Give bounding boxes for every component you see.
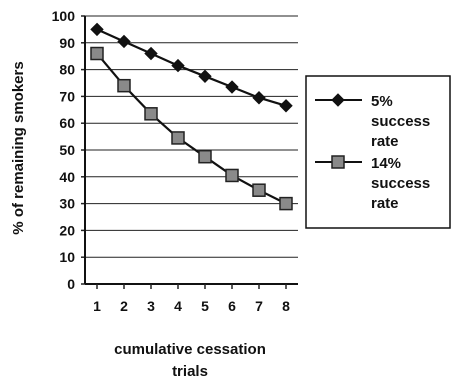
legend-label-2-line-1: 14% [371, 155, 401, 172]
legend-marker-2 [331, 155, 345, 169]
y-tick-label-70: 70 [59, 88, 75, 104]
series-1-point-6 [225, 80, 239, 94]
y-tick-labels: 0 10 20 30 40 50 60 70 80 90 100 [52, 8, 76, 292]
series-1-point-3 [144, 46, 158, 61]
x-tick-label-6: 6 [228, 298, 236, 314]
y-axis-label: % of remaining smokers [10, 61, 27, 234]
legend-label-1-line-3: rate [371, 133, 399, 150]
axes [81, 15, 298, 289]
legend-label-2-line-3: rate [371, 195, 399, 212]
y-tick-label-90: 90 [59, 35, 75, 51]
legend: 5% success rate 14% success rate [305, 75, 451, 229]
x-axis-label: cumulative cessation trials [114, 341, 266, 380]
series-1-point-4 [171, 58, 185, 73]
y-tick-label-80: 80 [59, 62, 75, 78]
y-tick-label-60: 60 [59, 115, 75, 131]
x-tick-label-1: 1 [93, 298, 101, 314]
legend-entry-2: 14% success rate [315, 155, 430, 212]
x-axis-label-line-2: trials [172, 363, 208, 380]
series-2-point-5 [198, 149, 212, 164]
legend-label-1-line-1: 5% [371, 93, 393, 110]
y-tick-label-30: 30 [59, 196, 75, 212]
y-tick-label-20: 20 [59, 222, 75, 238]
y-tick-label-0: 0 [67, 276, 75, 292]
series-1-point-1 [90, 22, 104, 37]
legend-box [305, 75, 451, 229]
series-2-point-4 [171, 131, 185, 145]
y-tick-label-10: 10 [59, 249, 75, 265]
x-tick-label-2: 2 [120, 298, 128, 314]
series-1-point-7 [252, 91, 266, 105]
legend-entry-1: 5% success rate [315, 93, 430, 150]
legend-label-1-line-2: success [371, 113, 430, 130]
x-tick-label-5: 5 [201, 298, 209, 314]
series-1-point-2 [117, 34, 131, 49]
x-tick-label-3: 3 [147, 298, 155, 314]
series-lines [90, 22, 293, 211]
y-tick-label-40: 40 [59, 169, 75, 185]
x-tick-label-8: 8 [282, 298, 290, 314]
series-2-point-3 [144, 107, 158, 121]
series-1-point-8 [279, 99, 293, 113]
x-tick-label-4: 4 [174, 298, 182, 314]
legend-marker-1 [331, 93, 345, 107]
x-axis-label-line-1: cumulative cessation [114, 341, 266, 358]
x-tick-label-7: 7 [255, 298, 263, 314]
series-2-point-7 [252, 183, 266, 197]
x-tick-labels: 1 2 3 4 5 6 7 8 [93, 298, 290, 314]
series-2-point-8 [279, 196, 293, 211]
series-2-point-6 [225, 168, 239, 183]
y-tick-label-50: 50 [59, 142, 75, 158]
series-2 [90, 46, 293, 211]
legend-label-2-line-2: success [371, 175, 430, 192]
series-2-point-2 [117, 78, 131, 93]
series-1 [90, 22, 293, 113]
y-tick-label-100: 100 [52, 8, 76, 24]
series-2-point-1 [90, 46, 104, 61]
series-2-line [96, 52, 287, 205]
series-1-point-5 [198, 69, 212, 84]
gridlines [85, 15, 298, 258]
